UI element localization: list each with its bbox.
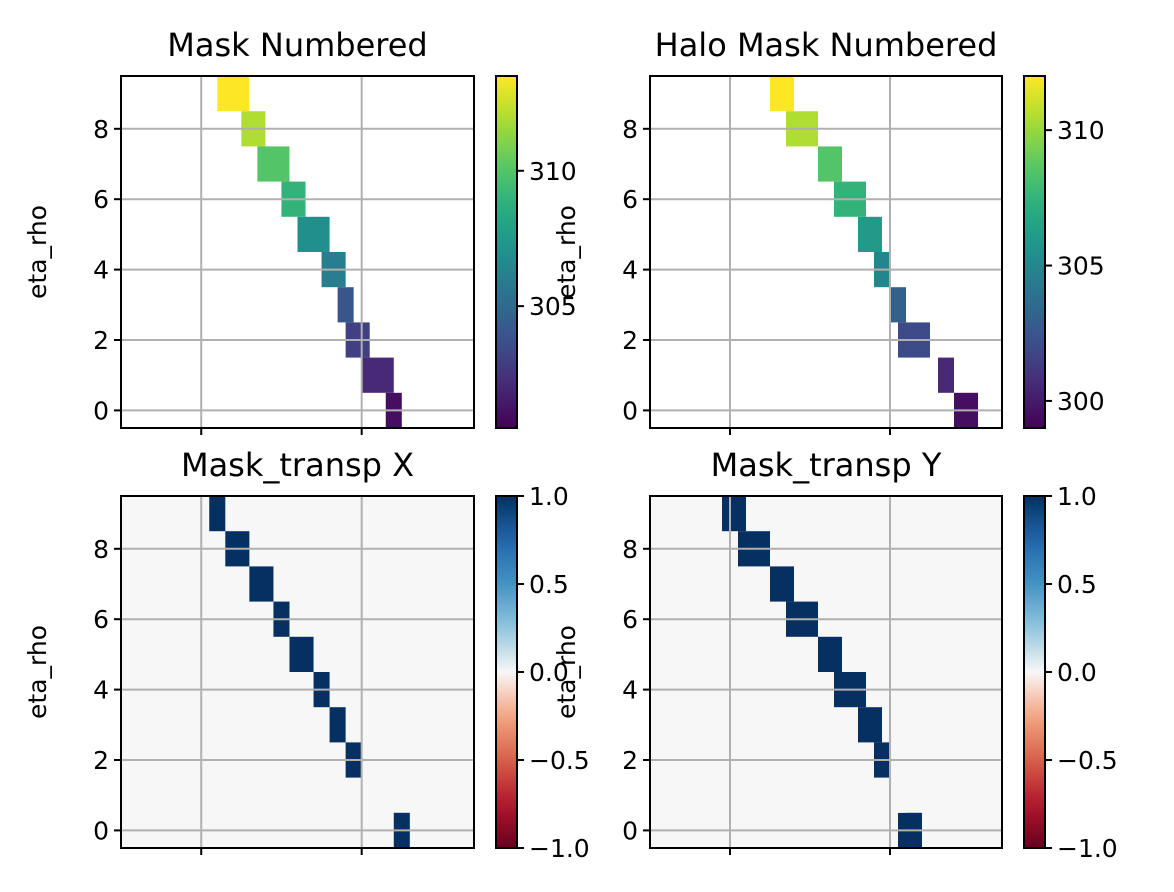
heatmap-cell (890, 777, 906, 813)
heatmap-cell (858, 216, 882, 252)
y-tick-label: 0 (622, 816, 638, 845)
colorbar-tick-label: −1.0 (529, 834, 590, 863)
y-tick-label: 6 (622, 605, 638, 634)
y-axis-label: eta_rho (23, 205, 52, 299)
axes-frame (120, 75, 475, 429)
subplot-3: 0 2 4 6 8 Mask_transp X eta_rho −1.0 −0.5 0.0 0.5 1… (23, 446, 590, 863)
subplot-1: 0 2 4 6 8 Mask Numbered eta_rho 305 310 (23, 26, 577, 435)
y-tick-label: 4 (622, 676, 638, 705)
subplot-2: 0 2 4 6 8 Halo Mask Numbered eta_rho 300 305 310 (552, 26, 1105, 435)
heatmap-cell (938, 357, 954, 393)
heatmap-cell (329, 707, 346, 743)
colorbar-frame (495, 75, 518, 429)
y-tick-label: 2 (622, 326, 638, 355)
y-tick-label: 8 (93, 115, 109, 144)
heatmap-cell (257, 146, 290, 182)
y-tick-label: 4 (622, 256, 638, 285)
colorbar-tick-label: 0.0 (1057, 658, 1097, 687)
colorbar-tick-label: 310 (1057, 116, 1105, 145)
y-tick-label: 6 (93, 605, 109, 634)
y-tick-label: 8 (622, 535, 638, 564)
colorbar (496, 76, 517, 428)
y-tick-label: 0 (622, 396, 638, 425)
y-tick-label: 0 (93, 396, 109, 425)
y-axis-label: eta_rho (23, 625, 52, 719)
heatmap-cell (361, 357, 394, 393)
colorbar-tick-label: −0.5 (1057, 746, 1118, 775)
heatmap-cell (289, 636, 314, 672)
chart-title: Mask_transp Y (711, 446, 942, 484)
subplot-4: 0 2 4 6 8 Mask_transp Y eta_rho −1.0 −0.5 0.0 0.5 1… (552, 446, 1118, 863)
axes-frame (649, 75, 1003, 429)
colorbar-tick-label: 0.5 (1057, 570, 1097, 599)
colorbar-tick-label: 310 (529, 157, 577, 186)
colorbar-tick-label: −1.0 (1057, 834, 1118, 863)
colorbar-tick-label: 1.0 (1057, 482, 1097, 511)
heatmap-cell (209, 496, 226, 532)
colorbar (496, 496, 517, 848)
colorbar-tick-label: 300 (1057, 387, 1105, 416)
heatmap-cell (217, 76, 250, 112)
y-axis-label: eta_rho (552, 625, 581, 719)
chart-title: Mask_transp X (181, 446, 414, 484)
heatmap-cell (818, 636, 842, 672)
heatmap-cell (770, 76, 794, 112)
colorbar-tick-label: 0.5 (529, 570, 569, 599)
heatmap-cell (890, 287, 906, 323)
y-tick-label: 6 (93, 185, 109, 214)
colorbar-tick-label: 1.0 (529, 482, 569, 511)
colorbar-tick-label: 0.0 (529, 658, 569, 687)
heatmap-cell (361, 777, 394, 813)
heatmap-cell (858, 707, 882, 743)
colorbar (1024, 496, 1045, 848)
y-tick-label: 2 (622, 746, 638, 775)
colorbar-frame (1023, 75, 1046, 429)
colorbar-tick-label: 305 (1057, 252, 1105, 281)
heatmap-cell (818, 146, 842, 182)
axes-frame (649, 495, 1003, 849)
y-tick-label: 0 (93, 816, 109, 845)
chart-title: Halo Mask Numbered (655, 26, 998, 64)
heatmap-cell (297, 216, 330, 252)
y-tick-label: 8 (622, 115, 638, 144)
chart-title: Mask Numbered (167, 26, 427, 64)
heatmap-cell (337, 287, 354, 323)
heatmap-cell (249, 566, 274, 602)
heatmap-cell (770, 566, 794, 602)
colorbar-tick-label: 305 (529, 292, 577, 321)
y-tick-label: 2 (93, 746, 109, 775)
y-tick-label: 8 (93, 535, 109, 564)
heatmap-cell (722, 496, 746, 532)
axes-frame (120, 495, 475, 849)
colorbar (1024, 76, 1045, 428)
y-tick-label: 4 (93, 256, 109, 285)
y-tick-label: 6 (622, 185, 638, 214)
colorbar-tick-label: −0.5 (529, 746, 590, 775)
y-tick-label: 2 (93, 326, 109, 355)
y-tick-label: 4 (93, 676, 109, 705)
y-axis-label: eta_rho (552, 205, 581, 299)
